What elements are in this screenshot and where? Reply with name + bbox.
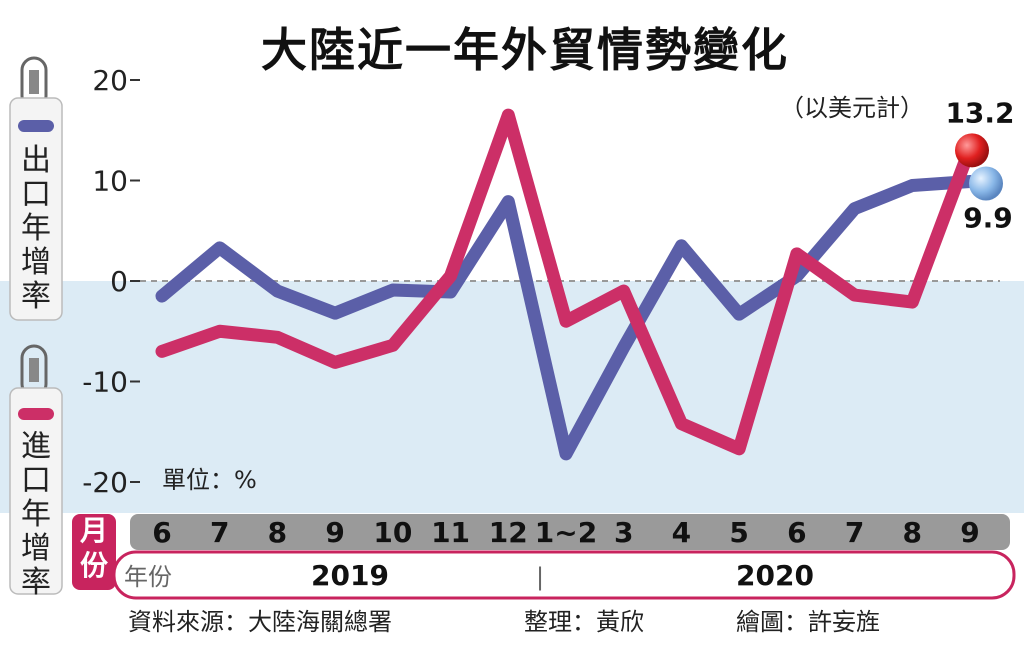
month-axis: 月 份 6 7 8 9 10 11 12 1~2 3 4 5 6 7 8 9 bbox=[72, 514, 1010, 590]
x-tick-label: 4 bbox=[672, 516, 691, 549]
data-label-import: 13.2 bbox=[945, 96, 1014, 129]
clip-icon-inner bbox=[29, 358, 39, 382]
y-tick-label: -20 bbox=[82, 466, 128, 499]
month-labels: 6 7 8 9 10 11 12 1~2 3 4 5 6 7 8 9 bbox=[152, 516, 979, 549]
y-tick-label: -10 bbox=[82, 366, 128, 399]
legend-export-swatch bbox=[18, 120, 54, 132]
x-tick-label: 3 bbox=[614, 516, 633, 549]
month-header-2: 份 bbox=[80, 549, 108, 582]
year-header: 年份 bbox=[124, 563, 172, 591]
legend-export-card bbox=[9, 97, 63, 321]
month-header-bg bbox=[72, 514, 116, 590]
chart-title: 大陸近一年外貿情勢變化 bbox=[261, 23, 789, 77]
legend-export-label: 出口年增率 bbox=[21, 143, 51, 314]
x-tick-label: 9 bbox=[325, 516, 344, 549]
x-tick-label: 5 bbox=[729, 516, 748, 549]
x-tick-label: 11 bbox=[431, 516, 470, 549]
unit-label: 單位：% bbox=[162, 466, 257, 494]
editor-credit: 整理：黃欣 bbox=[524, 608, 644, 636]
x-tick-label: 6 bbox=[787, 516, 806, 549]
year-axis: 年份 2019 | 2020 bbox=[112, 550, 1016, 600]
legend-import-card bbox=[9, 387, 63, 595]
series-line-import bbox=[155, 108, 977, 456]
x-tick-label: 1~2 bbox=[535, 516, 597, 549]
end-marker-import bbox=[955, 133, 989, 168]
source-credit: 資料來源：大陸海關總署 bbox=[128, 608, 392, 636]
year-bar bbox=[112, 550, 1016, 600]
legend-import: 進口年增率 bbox=[9, 344, 63, 600]
y-tick-label: 10 bbox=[92, 165, 128, 198]
x-tick-label: 8 bbox=[903, 516, 922, 549]
x-tick-label: 7 bbox=[210, 516, 229, 549]
legend-import-label: 進口年增率 bbox=[21, 429, 51, 600]
negative-band bbox=[0, 281, 1024, 513]
month-bar bbox=[130, 514, 1010, 550]
unit-note: （以美元計） bbox=[780, 94, 924, 122]
x-tick-label: 6 bbox=[152, 516, 171, 549]
x-tick-label: 8 bbox=[268, 516, 287, 549]
legend-export: 出口年增率 bbox=[9, 56, 63, 321]
x-tick-label: 10 bbox=[373, 516, 412, 549]
y-tick-label: 0 bbox=[110, 265, 128, 298]
x-tick-label: 7 bbox=[845, 516, 864, 549]
data-label-export: 9.9 bbox=[963, 202, 1013, 235]
series-line-export bbox=[155, 175, 977, 461]
series-group bbox=[155, 108, 1003, 461]
year-separator: | bbox=[536, 563, 544, 591]
clip-icon-inner bbox=[29, 70, 39, 94]
illustrator-credit: 繪圖：許妄旌 bbox=[736, 608, 880, 636]
year-2020: 2020 bbox=[736, 559, 814, 592]
legend-import-swatch bbox=[18, 408, 54, 420]
year-2019: 2019 bbox=[311, 559, 389, 592]
x-tick-label: 12 bbox=[489, 516, 528, 549]
x-tick-label: 9 bbox=[960, 516, 979, 549]
y-tick-label: 20 bbox=[92, 64, 128, 97]
end-marker-export bbox=[969, 166, 1003, 201]
y-axis: 20 10 0 -10 -20 bbox=[82, 64, 140, 499]
month-header-1: 月 bbox=[79, 514, 108, 547]
